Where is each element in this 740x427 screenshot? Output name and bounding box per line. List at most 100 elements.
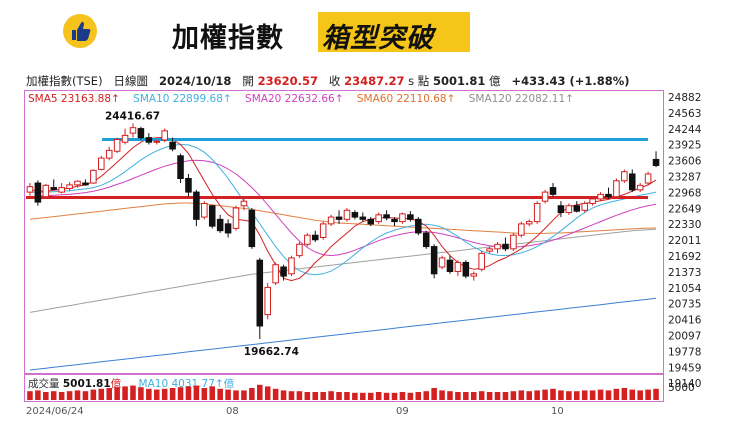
volume-bar xyxy=(82,391,89,400)
x-tick-sep: 09 xyxy=(396,406,409,417)
candle-body xyxy=(58,187,65,193)
candle-body xyxy=(391,218,398,223)
volume-tick-label: 5000 xyxy=(668,382,695,394)
volume-bar xyxy=(526,391,533,400)
volume-bar xyxy=(367,392,374,400)
candle-body xyxy=(169,141,176,150)
volume-bar xyxy=(138,387,144,400)
x-tick-aug: 08 xyxy=(226,406,239,417)
volume-bar xyxy=(653,388,659,400)
volume-bar xyxy=(304,392,311,400)
volume-bar xyxy=(645,389,651,400)
candle-body xyxy=(311,234,319,241)
candle-body xyxy=(129,127,137,134)
volume-bar xyxy=(296,391,303,400)
volume-bar xyxy=(375,392,382,400)
y-tick-label: 19778 xyxy=(668,346,701,358)
period-label: 日線圖 xyxy=(113,74,149,88)
candle-body xyxy=(288,257,295,275)
candle-body xyxy=(407,214,414,220)
candle-body xyxy=(518,223,525,236)
candle-body xyxy=(90,169,97,184)
volume-bar xyxy=(288,391,295,400)
volume-bar xyxy=(486,392,493,400)
volume-bar xyxy=(344,392,350,400)
candle-body xyxy=(82,182,89,186)
volume-bar xyxy=(50,391,57,400)
candle-body xyxy=(240,200,248,207)
price-chart-frame xyxy=(24,90,664,374)
volume-bar xyxy=(391,392,398,400)
annotation-low: 19662.74 xyxy=(244,346,299,358)
candle-body xyxy=(462,261,470,277)
candle-body xyxy=(359,216,367,220)
page-title: 加權指數 xyxy=(172,23,284,54)
candle-body xyxy=(256,259,264,327)
volume-bar xyxy=(90,389,97,400)
y-tick-label: 19459 xyxy=(668,362,701,374)
candle-body xyxy=(613,180,620,198)
volume-bar xyxy=(74,390,81,400)
candle-body xyxy=(422,232,430,248)
volume-bar xyxy=(352,392,358,400)
volume-bar xyxy=(217,388,223,400)
volume-bar xyxy=(447,391,453,400)
index-name: 加權指數(TSE) xyxy=(26,74,103,88)
y-tick-label: 24244 xyxy=(668,124,702,136)
candle-body xyxy=(208,205,216,227)
candle-body xyxy=(335,216,343,220)
candle-body xyxy=(415,218,422,234)
sma20-line xyxy=(29,159,657,257)
y-tick-label: 20097 xyxy=(668,331,701,343)
volume-bar xyxy=(550,388,556,400)
volume-bar xyxy=(613,388,620,400)
candle-body xyxy=(153,140,161,143)
candle-body xyxy=(224,223,232,234)
candle-body xyxy=(177,155,184,179)
volume-bar xyxy=(399,392,406,400)
volume-bar xyxy=(566,391,572,400)
volume-bar xyxy=(233,390,239,400)
candle-body xyxy=(383,214,390,219)
candle-body xyxy=(137,128,145,139)
candle-body xyxy=(557,205,565,214)
page-title-highlight: 箱型突破 xyxy=(322,23,434,54)
change-value: +433.43 (+1.88%) xyxy=(511,74,630,88)
y-tick-label: 21692 xyxy=(668,251,701,263)
volume-bar xyxy=(494,392,501,400)
candle-body xyxy=(66,184,73,189)
candle-body xyxy=(113,138,121,152)
candle-body xyxy=(327,216,335,225)
ma-legend-sma20: SMA20 22632.66↑ xyxy=(245,93,344,105)
annotation-high: 24416.67 xyxy=(105,110,160,122)
volume-bar xyxy=(272,388,279,400)
candle-body xyxy=(494,243,501,250)
candle-body xyxy=(644,173,652,184)
y-tick-label: 22968 xyxy=(668,187,701,199)
volume-unit: 億 xyxy=(110,378,122,390)
candle-body xyxy=(636,184,644,191)
volume-bar xyxy=(478,391,485,400)
volume-bar xyxy=(463,392,469,400)
candle-body xyxy=(438,257,446,268)
y-tick-label: 20416 xyxy=(668,315,702,327)
volume-bar xyxy=(328,391,334,400)
candle-body xyxy=(525,221,533,225)
title-highlight-box xyxy=(318,12,470,52)
sma120-line xyxy=(29,228,657,313)
volume-bar xyxy=(455,392,461,400)
volume-chart-frame xyxy=(24,374,664,402)
y-tick-label: 24563 xyxy=(668,108,701,120)
candle-body xyxy=(565,205,573,214)
volume-bar xyxy=(336,392,342,400)
volume-bar xyxy=(169,388,176,400)
volume-bar xyxy=(312,392,319,400)
y-tick-label: 22649 xyxy=(668,203,701,215)
y-tick-label: 23606 xyxy=(668,156,702,168)
amount-value: 5001.81 xyxy=(432,74,486,88)
ma-legend-sma60: SMA60 22110.68↑ xyxy=(356,93,456,105)
volume-bar xyxy=(605,390,612,400)
volume-bar xyxy=(574,391,580,400)
volume-bar xyxy=(558,390,564,400)
